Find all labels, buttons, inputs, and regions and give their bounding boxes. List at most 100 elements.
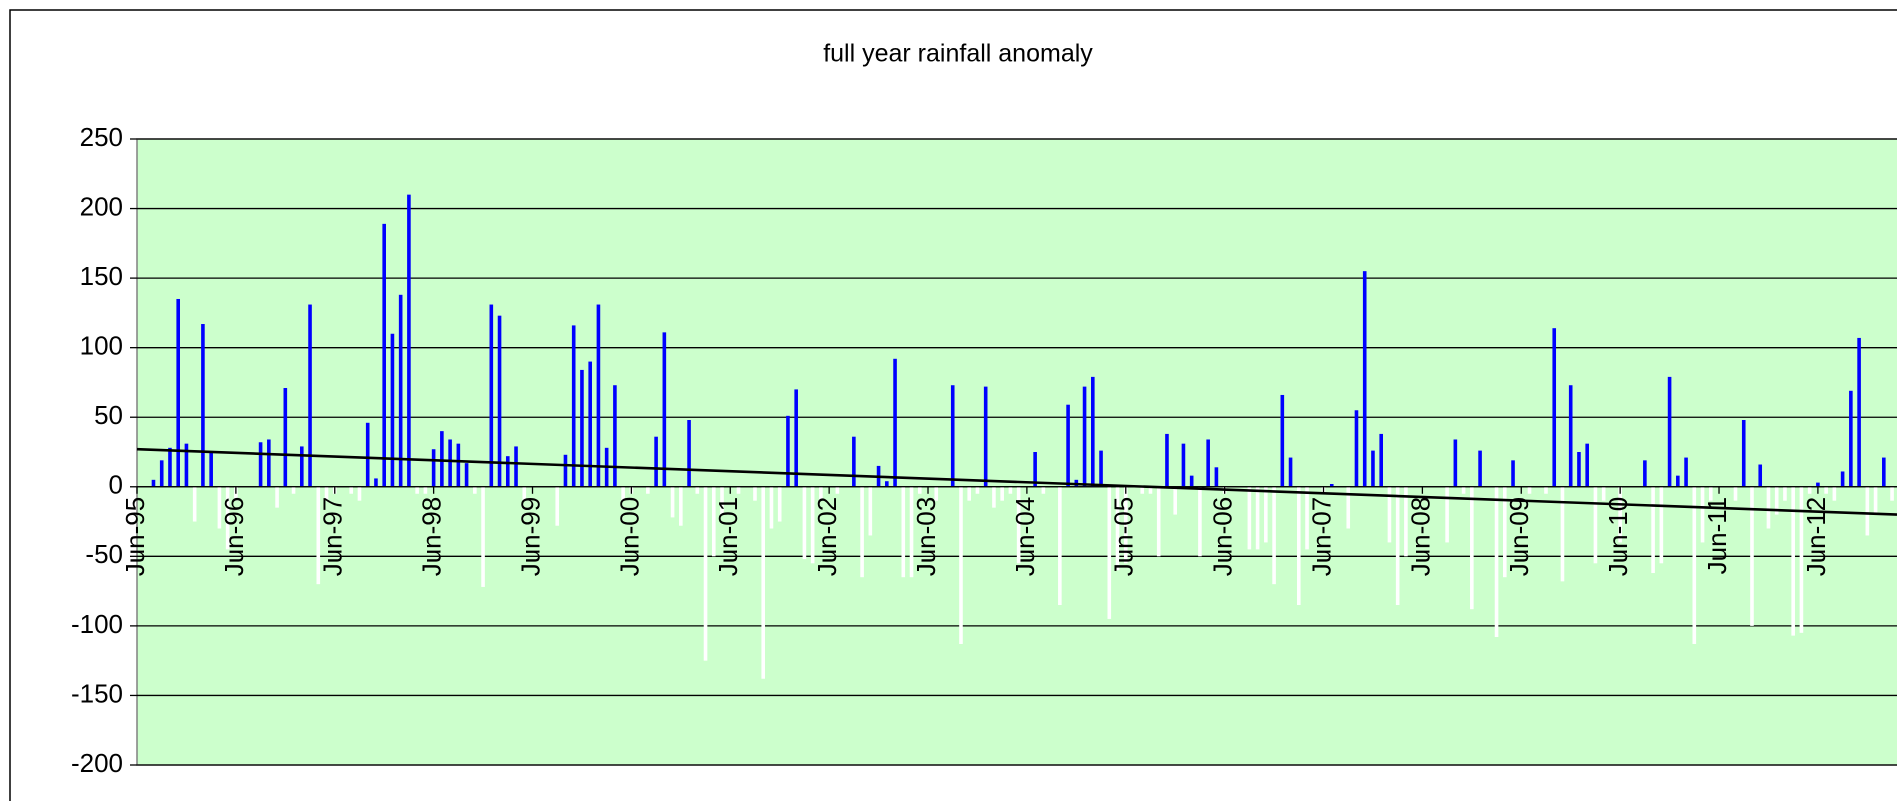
bar: [299, 446, 304, 487]
bar: [1733, 486, 1738, 501]
bar: [1791, 486, 1795, 636]
bar: [992, 486, 996, 508]
bar: [1453, 439, 1458, 487]
bar: [374, 478, 378, 487]
x-tick-label: Jun-97: [318, 497, 348, 577]
bar: [679, 486, 683, 526]
bar: [1577, 452, 1581, 487]
bar: [1478, 450, 1482, 487]
bar: [1676, 475, 1680, 487]
y-tick-label: -50: [85, 539, 123, 569]
bar: [1395, 486, 1400, 606]
bar: [571, 325, 576, 487]
bar: [398, 294, 403, 487]
bar: [1115, 486, 1120, 571]
bar: [1816, 482, 1820, 487]
bar: [819, 486, 823, 501]
bar: [1016, 486, 1021, 564]
bar: [1445, 486, 1449, 543]
bar: [382, 223, 386, 487]
bar: [365, 422, 370, 487]
bar: [1165, 433, 1169, 487]
bar: [1593, 486, 1598, 564]
bar: [1033, 452, 1037, 487]
y-tick-label: 100: [80, 331, 123, 361]
y-tick-label: 0: [109, 470, 123, 500]
bar: [860, 486, 864, 578]
x-tick-label: Jun-04: [1010, 497, 1040, 577]
bar: [1882, 457, 1886, 487]
y-tick-label: 150: [80, 261, 123, 291]
bar: [1857, 337, 1861, 487]
bar: [983, 386, 988, 487]
x-tick-label: Jun-95: [120, 497, 150, 577]
bar: [159, 460, 164, 487]
bar: [868, 486, 873, 536]
bar: [201, 324, 205, 487]
bar: [1362, 271, 1367, 487]
y-tick-label: -200: [71, 748, 123, 778]
bar: [1783, 486, 1787, 501]
bar: [473, 486, 477, 494]
bar: [802, 486, 807, 560]
bar: [1123, 486, 1128, 564]
bar: [225, 486, 230, 550]
bar: [670, 486, 675, 518]
x-tick-label: Jun-00: [614, 497, 644, 577]
bar: [316, 486, 321, 585]
x-tick-label: Jun-06: [1208, 497, 1238, 577]
bar: [431, 449, 436, 487]
bar: [514, 446, 518, 487]
bar: [1206, 439, 1210, 487]
bar: [1585, 443, 1589, 487]
bar: [1840, 471, 1845, 487]
bar: [1148, 486, 1153, 494]
y-tick-label: -150: [71, 678, 123, 708]
bar: [505, 456, 510, 487]
bar: [1527, 486, 1532, 494]
bar: [621, 486, 625, 501]
bar: [176, 298, 180, 487]
bar: [1865, 486, 1870, 536]
bar: [662, 332, 667, 487]
bar: [777, 486, 782, 522]
bar: [267, 439, 271, 487]
bar: [1832, 486, 1837, 501]
bar: [1189, 475, 1194, 487]
bar: [1502, 486, 1507, 578]
bar: [1692, 486, 1697, 644]
bar: [769, 486, 774, 529]
bar: [184, 443, 189, 487]
bar: [349, 486, 354, 494]
bar: [1700, 486, 1705, 543]
bar: [720, 486, 724, 515]
bar: [975, 486, 980, 494]
bar: [1807, 486, 1812, 494]
bar: [1107, 486, 1112, 619]
chart-title: full year rainfall anomaly: [823, 40, 1093, 68]
x-tick-label: Jun-09: [1504, 497, 1534, 577]
bar: [1214, 467, 1219, 487]
bar: [596, 304, 601, 487]
bar: [1041, 486, 1046, 494]
bar: [1799, 486, 1804, 633]
bar: [786, 415, 790, 487]
bar: [1008, 486, 1013, 494]
x-tick-label: Jun-96: [219, 497, 249, 577]
bar: [1684, 457, 1688, 487]
bar: [794, 389, 798, 487]
bar: [1058, 486, 1062, 606]
bar: [555, 486, 560, 526]
bar: [1849, 390, 1853, 487]
bar: [1750, 486, 1754, 626]
bar: [497, 315, 502, 487]
bar: [950, 385, 955, 487]
bar: [151, 479, 156, 487]
bar: [1264, 486, 1268, 543]
bar: [967, 486, 972, 501]
bar: [1461, 486, 1466, 494]
bar: [1346, 486, 1351, 529]
bar: [1601, 486, 1606, 501]
bar: [1618, 486, 1622, 543]
bar: [1659, 486, 1664, 564]
